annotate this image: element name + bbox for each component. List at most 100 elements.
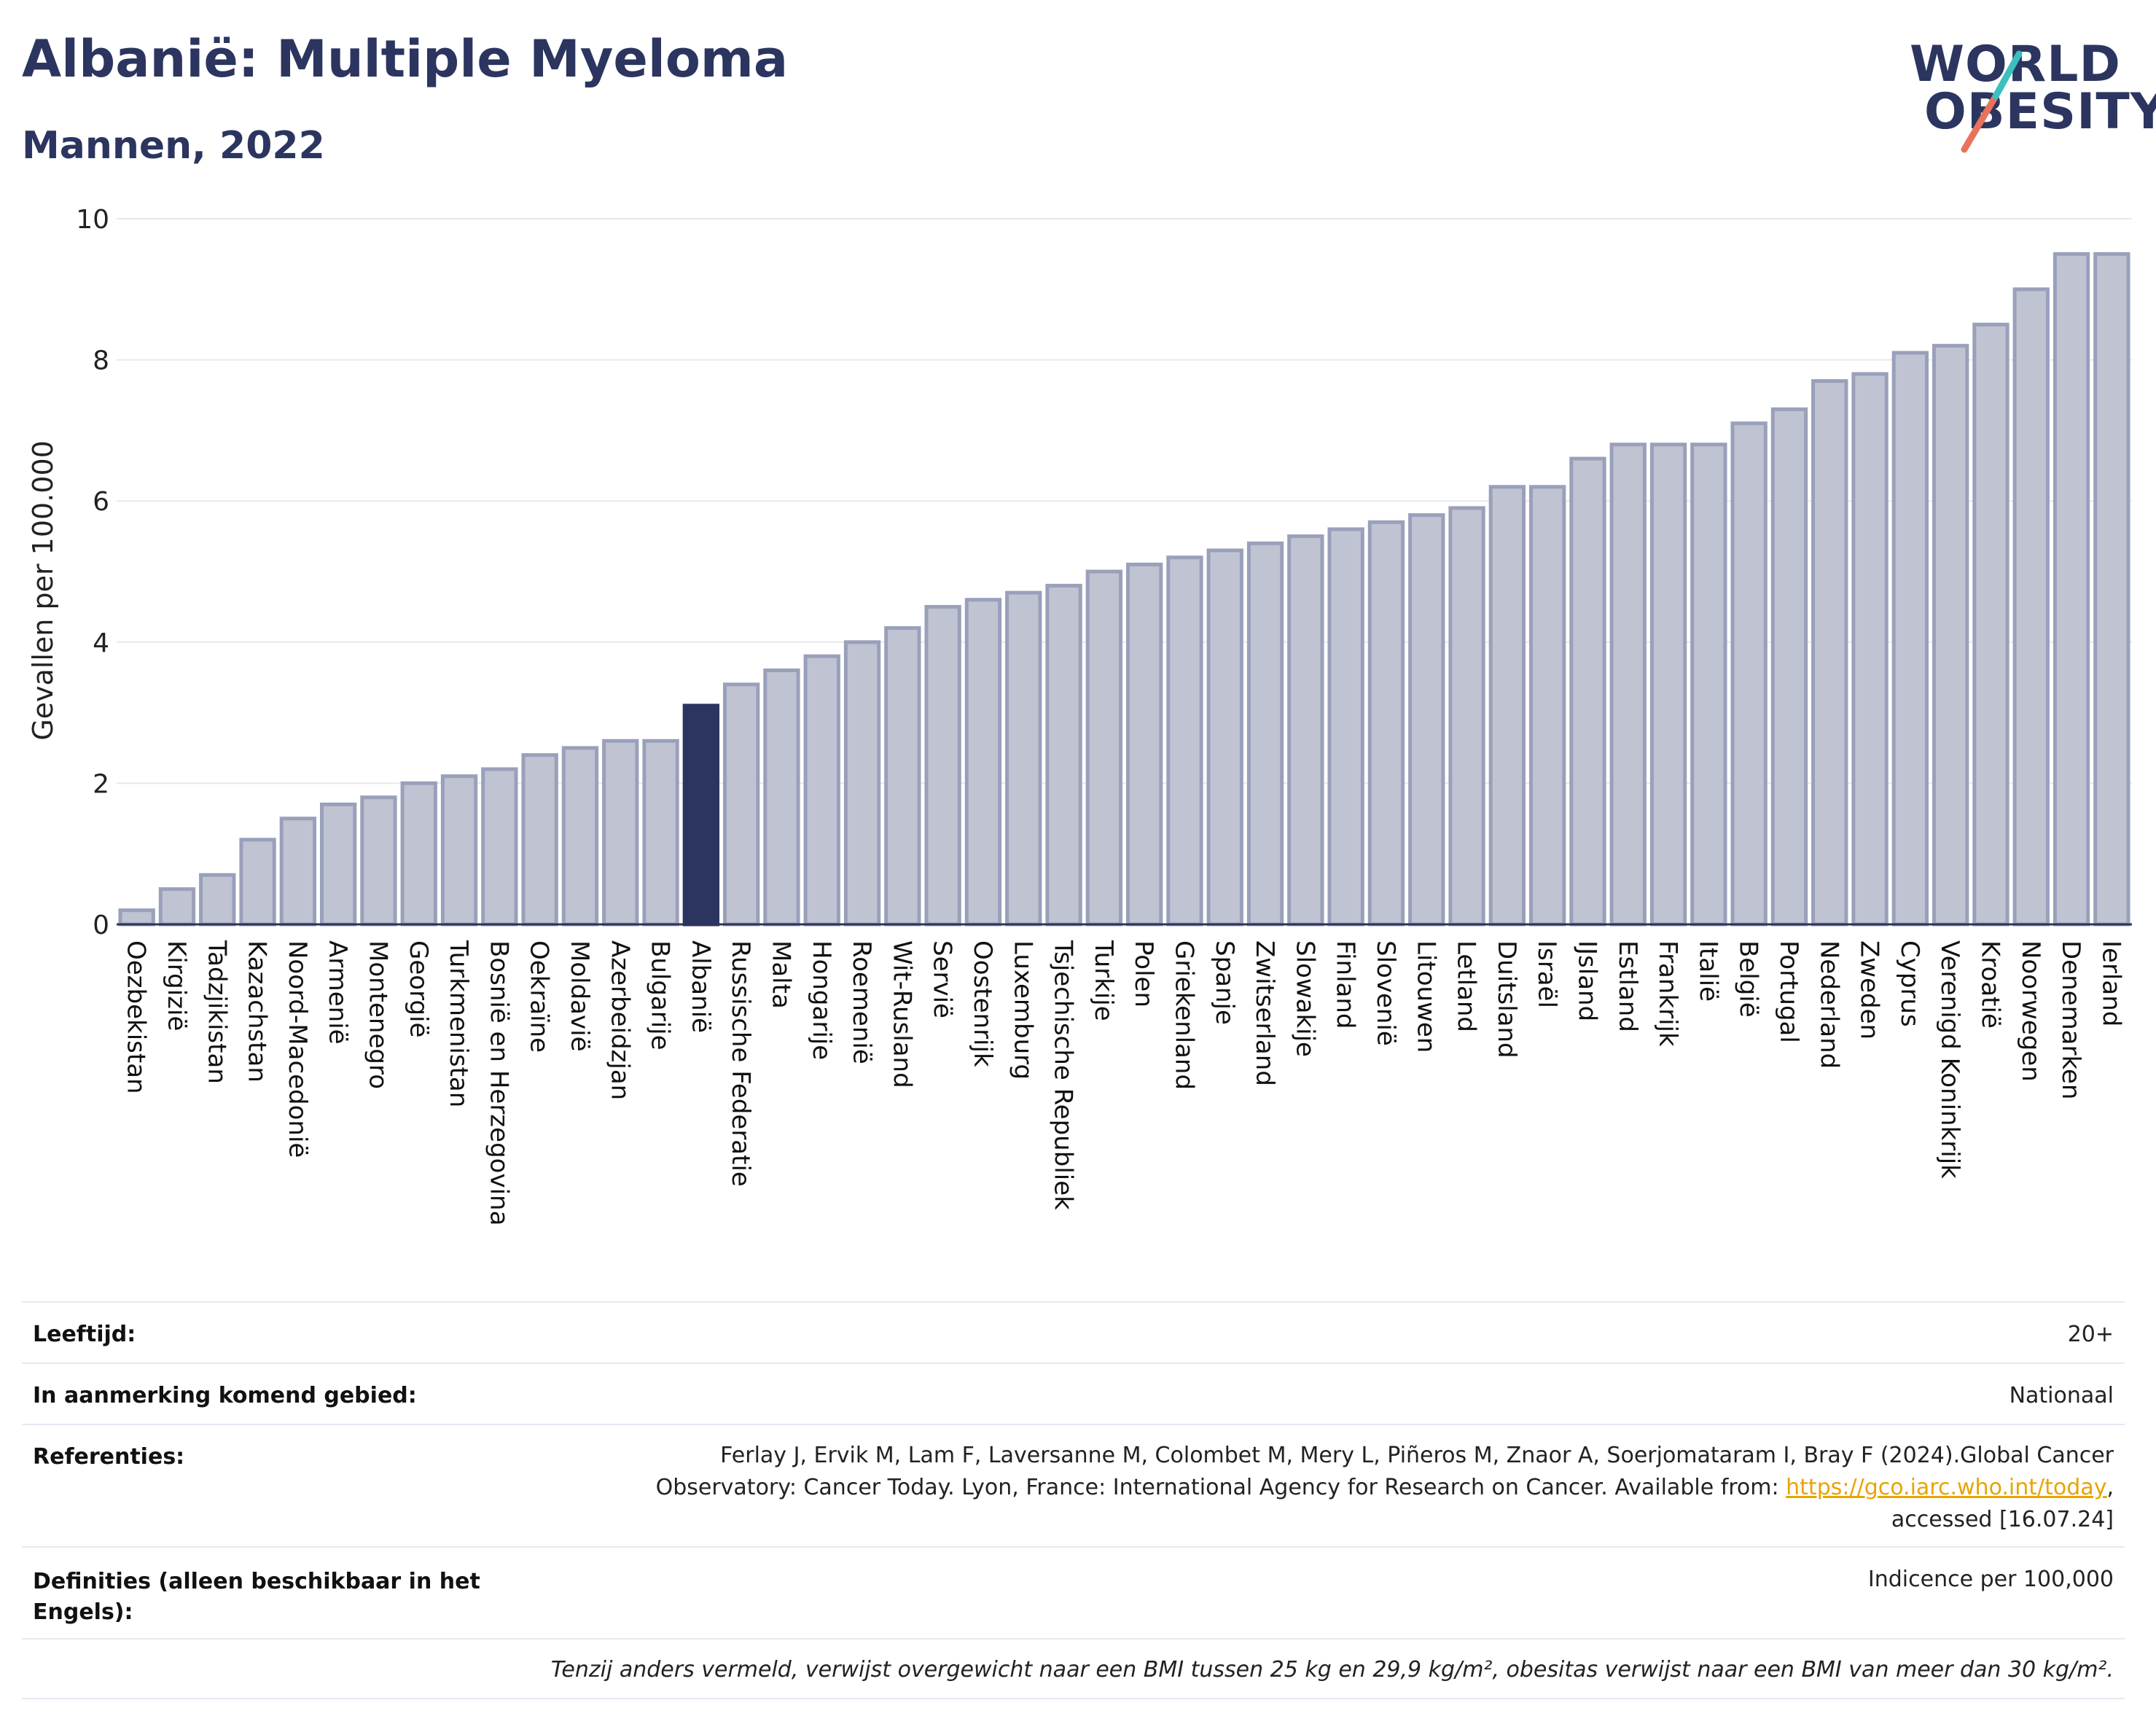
logo-word-obesity: OBESITY <box>1924 83 2156 141</box>
x-tick-label: Malta <box>766 940 795 1009</box>
x-tick-label: Moldavië <box>565 940 594 1052</box>
x-tick-label: Wit-Rusland <box>887 940 916 1088</box>
bar-denemarken <box>2053 252 2090 927</box>
info-value-definitions: Indicence per 100,000 <box>1867 1567 2114 1592</box>
x-tick-label: Russische Federatie <box>726 940 755 1187</box>
x-tick-label: Bosnië en Herzegovina <box>484 940 513 1225</box>
x-tick-label: Portugal <box>1774 940 1803 1043</box>
info-value-area: Nationaal <box>2009 1383 2114 1408</box>
x-tick-label: Slowakije <box>1290 940 1319 1057</box>
x-tick-label: Montenegro <box>363 940 392 1089</box>
world-obesity-logo: WORLD OBESITY <box>1895 29 2156 153</box>
x-tick-label: Israël <box>1532 940 1561 1008</box>
bar-letland <box>1448 506 1485 927</box>
y-tick-label: 10 <box>76 205 109 235</box>
bar-itali- <box>1690 442 1727 927</box>
x-tick-label: Denemarken <box>2056 940 2085 1099</box>
x-tick-label: Zweden <box>1855 940 1884 1040</box>
y-axis-label: Gevallen per 100.000 <box>27 440 59 741</box>
reference-line-1: Ferlay J, Ervik M, Lam F, Laversanne M, … <box>720 1443 2114 1468</box>
info-table: Leeftijd: 20+ In aanmerking komend gebie… <box>22 1301 2125 1699</box>
info-note: Tenzij anders vermeld, verwijst overgewi… <box>550 1657 2114 1683</box>
x-tick-label: Hongarije <box>807 940 836 1060</box>
bar-estland <box>1609 442 1647 927</box>
reference-link[interactable]: https://gco.iarc.who.int/today <box>1786 1475 2107 1500</box>
info-row-note: Tenzij anders vermeld, verwijst overgewi… <box>22 1638 2125 1699</box>
x-tick-label: Ierland <box>2096 940 2125 1026</box>
x-tick-label: Bulgarije <box>646 940 675 1050</box>
bar-luxemburg <box>1005 590 1042 927</box>
reference-line-3: accessed [16.07.24] <box>1891 1507 2114 1532</box>
reference-line-2-prefix: Observatory: Cancer Today. Lyon, France:… <box>655 1475 1786 1500</box>
info-row-age: Leeftijd: 20+ <box>22 1301 2125 1362</box>
x-tick-label: Duitsland <box>1492 940 1521 1058</box>
x-tick-label: Tadzjikistan <box>202 940 231 1084</box>
bar-sloveni- <box>1367 520 1405 927</box>
bar-oostenrijk <box>964 598 1002 927</box>
x-tick-label: Litouwen <box>1411 940 1440 1053</box>
x-tick-label: Albanië <box>686 940 715 1033</box>
bar-duitsland <box>1488 485 1526 927</box>
x-tick-label: Frankrijk <box>1653 940 1682 1047</box>
x-tick-label: Cyprus <box>1895 940 1924 1027</box>
bar-cyprus <box>1891 351 1929 927</box>
x-tick-label: Griekenland <box>1169 940 1198 1090</box>
bar-hongarije <box>803 654 840 927</box>
x-tick-label: Georgië <box>404 940 433 1037</box>
bar-spanje <box>1206 548 1243 927</box>
page-subtitle: Mannen, 2022 <box>22 124 325 168</box>
bar-nederland <box>1811 379 1848 927</box>
info-value-age: 20+ <box>2067 1322 2114 1347</box>
y-tick-label: 2 <box>93 769 109 799</box>
definitions-label-line-1: Definities (alleen beschikbaar in het <box>33 1569 480 1594</box>
reference-line-2: Observatory: Cancer Today. Lyon, France:… <box>656 1472 2114 1504</box>
x-tick-label: IJsland <box>1572 940 1601 1021</box>
bar-servi- <box>924 604 961 927</box>
x-tick-label: Spanje <box>1210 940 1239 1025</box>
info-label-definitions: Definities (alleen beschikbaar in het En… <box>33 1567 480 1628</box>
x-tick-label: Verenigd Koninkrijk <box>1935 940 1964 1179</box>
x-tick-label: Slovenië <box>1371 940 1400 1046</box>
bar-azerbeidzjan <box>602 738 639 927</box>
bar-kirgizi- <box>158 887 196 927</box>
info-row-references: Referenties: Ferlay J, Ervik M, Lam F, L… <box>22 1424 2125 1546</box>
bar-russische-federatie <box>722 682 760 927</box>
bar-litouwen <box>1408 513 1445 927</box>
x-tick-label: Servië <box>928 940 957 1018</box>
x-tick-label: Zwitserland <box>1250 940 1279 1086</box>
bar-chart: 0 2 4 6 8 10 Oezbekistan Kirgizië Tadzjikistan Ka… <box>27 205 2132 1225</box>
bar-ijsland <box>1569 456 1606 927</box>
bar-tsjechische-republiek <box>1045 583 1082 927</box>
bar-kroati- <box>1972 322 2009 927</box>
bar-albani- <box>682 703 720 927</box>
info-value-references: Ferlay J, Ervik M, Lam F, Laversanne M, … <box>656 1440 2114 1536</box>
bar-bosni-en-herzegovina <box>481 767 518 927</box>
x-tick-label: Roemenië <box>847 940 876 1064</box>
bar-malta <box>763 668 800 927</box>
info-label-references: Referenties: <box>33 1444 185 1470</box>
bar-zwitserland <box>1246 541 1284 927</box>
x-tick-label: Turkije <box>1089 940 1118 1021</box>
x-tick-label: Nederland <box>1814 940 1843 1069</box>
info-label-age: Leeftijd: <box>33 1322 136 1347</box>
info-row-definitions: Definities (alleen beschikbaar in het En… <box>22 1546 2125 1638</box>
bar-zweden <box>1851 372 1889 927</box>
reference-line-2-suffix: , <box>2106 1475 2114 1500</box>
bar-noorwegen <box>2012 287 2050 927</box>
x-tick-label: Noorwegen <box>2016 940 2045 1082</box>
bar-tadzjikistan <box>199 873 236 927</box>
bar-polen <box>1125 562 1163 927</box>
bar-oezbekistan <box>118 908 155 927</box>
x-tick-label: Oezbekistan <box>122 940 151 1094</box>
y-tick-label: 4 <box>93 628 109 658</box>
definitions-label-line-2: Engels): <box>33 1599 133 1625</box>
bar-frankrijk <box>1649 442 1687 927</box>
y-tick-label: 0 <box>93 911 109 940</box>
bar-montenegro <box>360 795 397 927</box>
bar-noord-macedoni- <box>279 816 317 927</box>
info-row-area: In aanmerking komend gebied: Nationaal <box>22 1362 2125 1424</box>
x-tick-label: Kazachstan <box>243 940 272 1083</box>
bar-finland <box>1327 527 1364 927</box>
x-tick-label: Letland <box>1452 940 1481 1032</box>
bar-oekra-ne <box>521 753 558 927</box>
